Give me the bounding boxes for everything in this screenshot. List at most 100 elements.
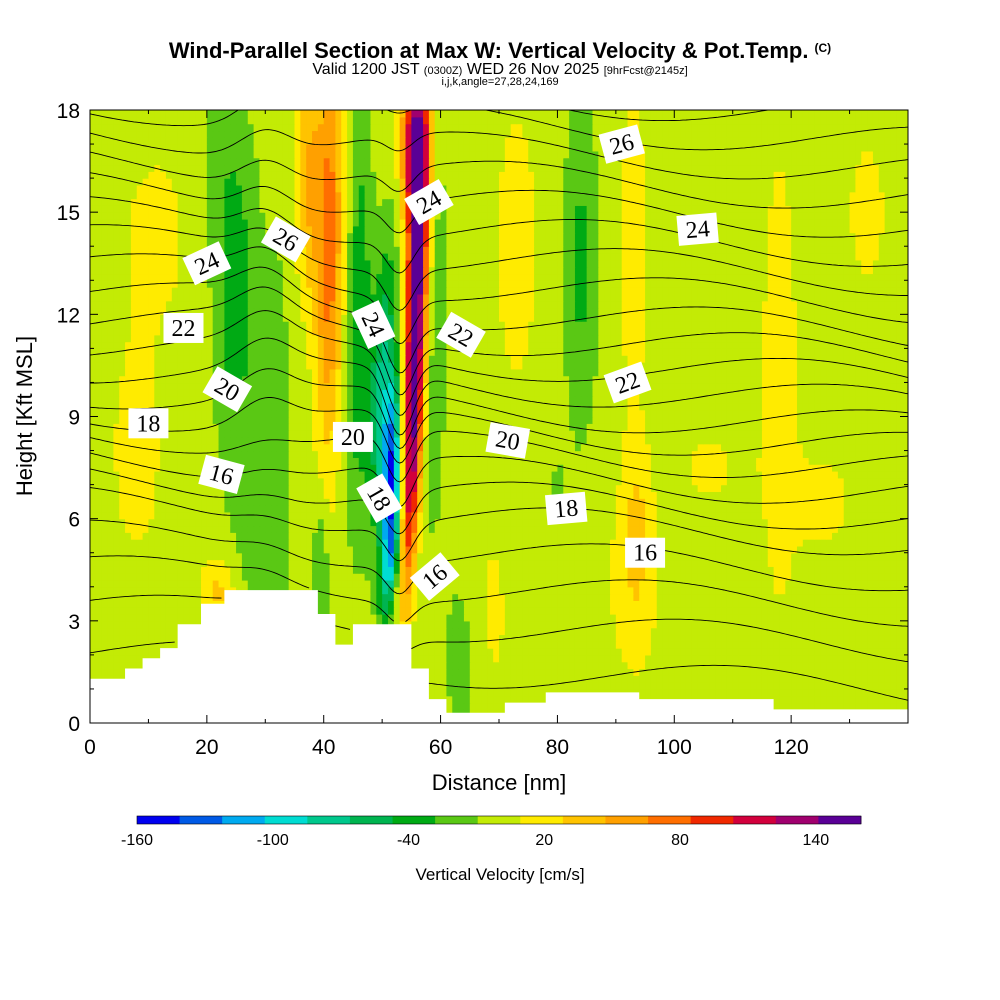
velocity-cell: [428, 654, 436, 663]
velocity-cell: [849, 614, 857, 622]
velocity-cell: [843, 566, 851, 574]
velocity-cell: [709, 545, 716, 554]
velocity-cell: [539, 511, 547, 520]
velocity-cell: [563, 559, 570, 567]
velocity-cell: [861, 518, 868, 527]
velocity-cell: [463, 600, 471, 608]
velocity-cell: [534, 525, 541, 533]
velocity-cell: [615, 586, 623, 595]
velocity-cell: [236, 545, 243, 554]
velocity-cell: [107, 627, 114, 636]
velocity-cell: [300, 511, 307, 520]
velocity-cell: [95, 532, 103, 540]
velocity-cell: [212, 532, 220, 540]
velocity-cell: [522, 559, 529, 567]
velocity-cell: [837, 634, 845, 642]
velocity-cell: [826, 552, 833, 561]
velocity-cell: [224, 532, 231, 540]
velocity-cell: [504, 477, 512, 486]
velocity-cell: [417, 505, 424, 513]
velocity-cell: [411, 525, 418, 533]
velocity-cell: [312, 498, 319, 506]
velocity-cell: [247, 518, 255, 527]
velocity-cell: [119, 539, 126, 547]
velocity-cell: [837, 695, 845, 704]
velocity-cell: [738, 498, 745, 506]
velocity-cell: [224, 525, 231, 533]
velocity-cell: [189, 586, 196, 595]
velocity-cell: [271, 559, 278, 567]
velocity-cell: [557, 634, 564, 642]
velocity-cell: [440, 539, 448, 547]
velocity-cell: [802, 539, 810, 547]
velocity-cell: [504, 661, 512, 670]
velocity-cell: [732, 518, 740, 527]
velocity-cell: [884, 695, 892, 704]
velocity-cell: [183, 566, 190, 574]
velocity-cell: [738, 600, 745, 608]
velocity-cell: [271, 484, 278, 493]
velocity-cell: [136, 620, 144, 629]
velocity-cell: [329, 545, 336, 554]
velocity-cell: [539, 539, 547, 547]
velocity-cell: [90, 573, 97, 581]
velocity-cell: [656, 505, 664, 513]
velocity-cell: [832, 484, 839, 493]
velocity-cell: [306, 511, 313, 520]
velocity-cell: [306, 579, 313, 588]
velocity-cell: [820, 682, 827, 690]
velocity-cell: [645, 688, 652, 697]
velocity-cell: [773, 654, 781, 663]
velocity-cell: [487, 518, 494, 527]
velocity-cell: [837, 518, 845, 527]
velocity-cell: [604, 614, 611, 622]
velocity-cell: [499, 627, 506, 636]
velocity-cell: [130, 539, 138, 547]
velocity-cell: [545, 573, 553, 581]
velocity-cell: [230, 579, 237, 588]
velocity-cell: [399, 545, 407, 554]
velocity-cell: [387, 579, 395, 588]
velocity-cell: [499, 586, 506, 595]
velocity-cell: [633, 484, 640, 493]
velocity-cell: [177, 586, 185, 595]
velocity-cell: [878, 532, 886, 540]
velocity-cell: [428, 620, 436, 629]
velocity-cell: [878, 695, 886, 704]
velocity-cell: [604, 648, 611, 656]
velocity-cell: [522, 491, 529, 499]
velocity-cell: [650, 579, 658, 588]
velocity-cell: [738, 620, 745, 629]
velocity-cell: [446, 702, 453, 710]
velocity-cell: [469, 484, 477, 493]
velocity-cell: [329, 532, 336, 540]
velocity-cell: [814, 484, 821, 493]
velocity-cell: [171, 641, 179, 649]
velocity-cell: [621, 525, 629, 533]
velocity-cell: [662, 688, 670, 697]
velocity-cell: [323, 600, 331, 608]
velocity-cell: [802, 498, 810, 506]
velocity-cell: [493, 675, 500, 683]
velocity-cell: [668, 559, 675, 567]
velocity-cell: [662, 654, 670, 663]
velocity-cell: [721, 518, 728, 527]
velocity-cell: [703, 634, 710, 642]
velocity-cell: [633, 573, 640, 581]
velocity-cell: [662, 675, 670, 683]
velocity-cell: [820, 614, 827, 622]
velocity-cell: [569, 559, 576, 567]
velocity-cell: [545, 484, 553, 493]
velocity-cell: [458, 634, 465, 642]
velocity-cell: [399, 525, 407, 533]
velocity-cell: [738, 532, 745, 540]
velocity-cell: [598, 484, 605, 493]
velocity-cell: [849, 620, 857, 629]
velocity-cell: [586, 579, 594, 588]
velocity-cell: [317, 593, 325, 601]
velocity-cell: [119, 477, 126, 486]
velocity-cell: [206, 566, 214, 574]
velocity-cell: [615, 648, 623, 656]
velocity-cell: [130, 518, 138, 527]
velocity-cell: [218, 579, 225, 588]
